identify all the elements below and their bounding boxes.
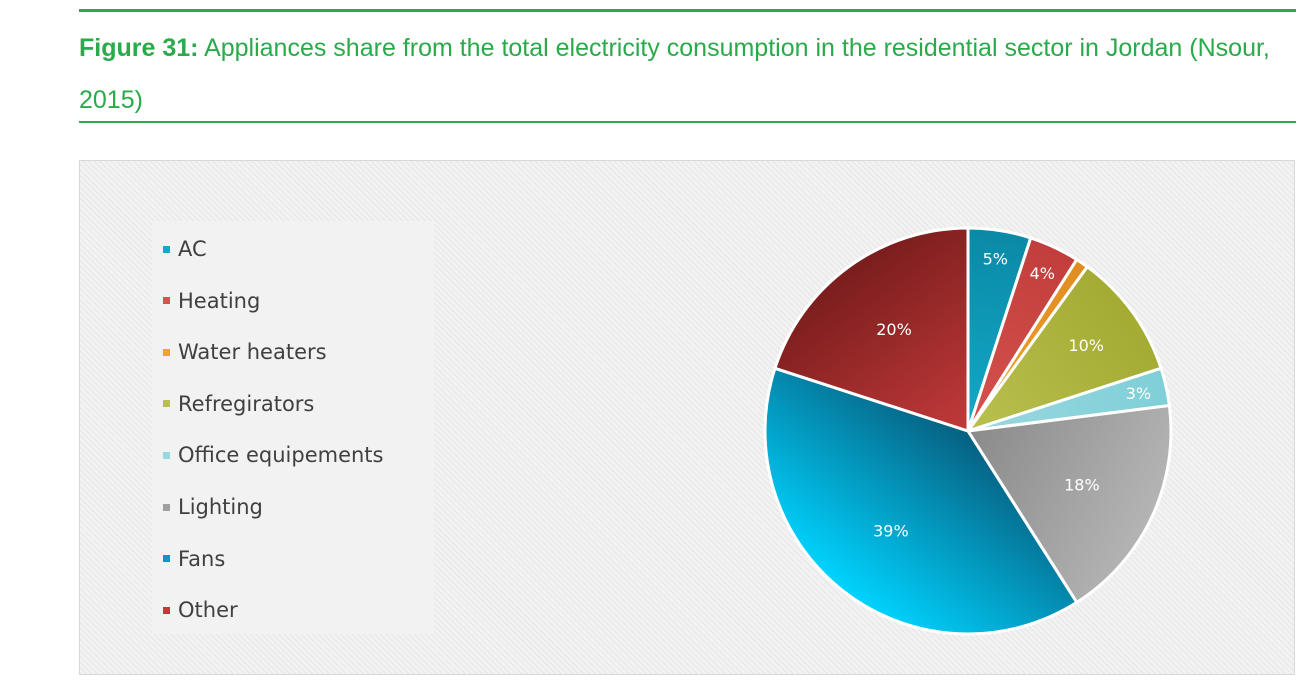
legend-label: Water heaters (178, 340, 327, 365)
legend-swatch (163, 606, 170, 614)
legend-swatch (163, 400, 170, 408)
figure-caption: Figure 31: Appliances share from the tot… (79, 22, 1296, 126)
legend-label: Heating (178, 288, 261, 313)
pie-slice-other (773, 226, 970, 434)
legend-item: Water heaters (163, 340, 327, 364)
legend-label: Refregirators (178, 391, 315, 416)
legend-swatch (163, 555, 170, 563)
legend-item: Lighting (163, 495, 263, 519)
pie-data-label: 5% (983, 250, 1008, 269)
caption-bottom-rule (79, 121, 1296, 123)
legend-item: Refregirators (163, 392, 314, 416)
pie-slice-refregirators (964, 264, 1163, 434)
legend-swatch (163, 451, 170, 459)
legend-swatch (163, 297, 170, 305)
figure-title: Appliances share from the total electric… (79, 34, 1270, 114)
legend-item: Heating (163, 289, 260, 313)
pie-slice-lighting (965, 403, 1173, 605)
figure-label: Figure 31: (79, 34, 199, 62)
legend-label: AC (178, 237, 207, 261)
chart-area: AC Heating Water heaters Refregirators Offic… (79, 160, 1295, 675)
legend-label: Other (178, 598, 238, 623)
pie-data-label: 4% (1030, 264, 1055, 283)
chart-legend: AC Heating Water heaters Refregirators Offic… (152, 221, 434, 634)
legend-swatch (163, 503, 170, 511)
pie-chart: 5% 4% 10% 3% 18% 39% 20% (763, 226, 1173, 636)
legend-item: Fans (163, 547, 225, 571)
pie-data-label: 20% (876, 320, 912, 339)
legend-swatch (163, 348, 170, 356)
pie-data-label: 18% (1064, 476, 1100, 495)
pie-data-label: 10% (1068, 336, 1104, 355)
legend-item: Other (163, 598, 238, 622)
legend-label: Fans (178, 546, 226, 571)
pie-data-label: 39% (873, 521, 909, 540)
pie-data-label: 3% (1126, 384, 1151, 403)
legend-swatch (163, 245, 170, 253)
pie-slice-fans (763, 366, 1079, 636)
legend-label: Lighting (178, 495, 263, 519)
legend-item: AC (163, 237, 207, 261)
legend-item: Office equipements (163, 443, 383, 467)
caption-top-rule (79, 9, 1296, 12)
legend-label: Office equipements (178, 443, 384, 468)
